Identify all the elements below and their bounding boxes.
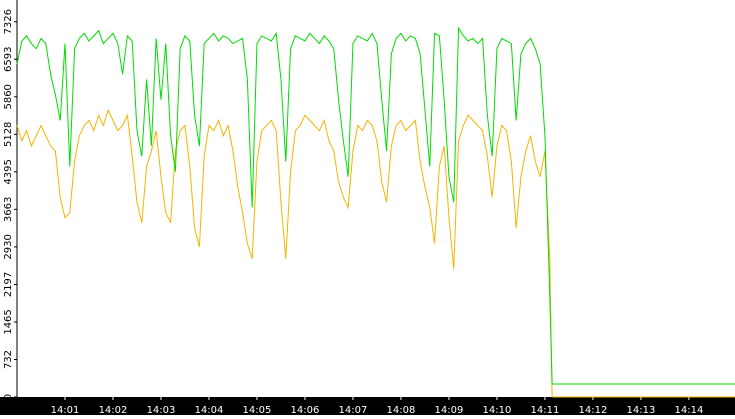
y-tick-label: 6593: [3, 47, 14, 72]
series-line: [16, 108, 735, 398]
y-tick-label: 5128: [3, 122, 14, 147]
x-tick-label: 14:04: [195, 405, 224, 415]
series-line: [16, 26, 735, 385]
x-tick-label: 14:11: [531, 405, 560, 415]
x-tick-label: 14:05: [243, 405, 272, 415]
x-axis-strip: [0, 397, 735, 415]
x-tick-label: 14:03: [147, 405, 176, 415]
x-tick-label: 14:01: [51, 405, 80, 415]
y-tick-label: 0: [3, 394, 14, 400]
x-tick-label: 14:02: [99, 405, 128, 415]
x-tick-label: 14:06: [291, 405, 320, 415]
y-tick-label: 732: [3, 350, 14, 369]
x-tick-label: 14:10: [483, 405, 512, 415]
x-tick-label: 14:07: [339, 405, 368, 415]
y-tick-label: 2197: [3, 272, 14, 297]
x-tick-label: 14:09: [435, 405, 464, 415]
y-tick-label: 1465: [3, 309, 14, 334]
y-tick-label: 3663: [3, 197, 14, 222]
x-tick-label: 14:14: [675, 405, 704, 415]
y-tick-label: 4395: [3, 159, 14, 184]
y-tick-label: 7326: [3, 9, 14, 34]
y-tick-label: 2930: [3, 234, 14, 259]
x-tick-label: 14:08: [387, 405, 416, 415]
x-tick-label: 14:13: [627, 405, 656, 415]
x-tick-label: 14:12: [579, 405, 608, 415]
y-tick-label: 5860: [3, 84, 14, 109]
